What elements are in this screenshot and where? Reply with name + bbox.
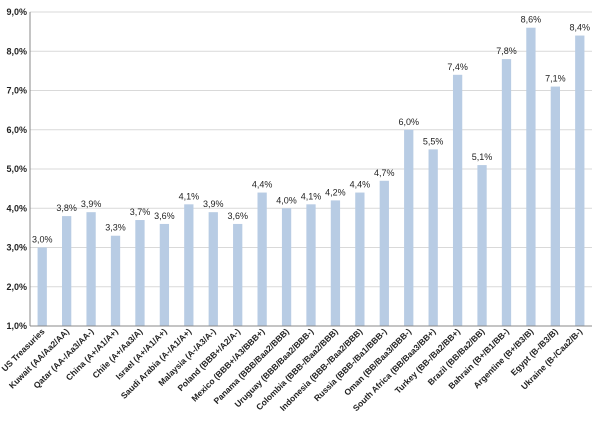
bar (37, 247, 47, 326)
data-label: 4,1% (301, 191, 322, 201)
bar (233, 223, 243, 326)
data-label: 4,4% (350, 180, 371, 190)
bar (477, 165, 487, 326)
data-label: 4,1% (179, 191, 200, 201)
bar (452, 74, 463, 326)
data-label: 3,9% (81, 199, 102, 209)
data-label: 4,7% (374, 168, 395, 178)
data-label: 7,8% (496, 46, 517, 56)
data-label: 7,4% (447, 62, 468, 72)
data-label: 3,6% (154, 211, 175, 221)
data-label: 3,3% (105, 223, 126, 233)
y-tick-label: 4,0% (6, 203, 27, 213)
bar (404, 129, 414, 326)
bar (110, 235, 121, 326)
bar (330, 200, 341, 326)
bar (159, 223, 170, 326)
bar (526, 27, 536, 326)
data-label: 4,4% (252, 180, 273, 190)
data-label: 3,9% (203, 199, 224, 209)
bar (550, 86, 560, 326)
data-label: 7,1% (545, 74, 566, 84)
bar (501, 59, 512, 326)
y-tick-label: 2,0% (6, 282, 27, 292)
bar (257, 192, 267, 326)
gridlines (30, 11, 592, 327)
data-label: 8,6% (521, 15, 542, 25)
y-tick-label: 9,0% (6, 7, 27, 17)
y-axis-tick-labels: 1,0% 2,0% 3,0% 4,0% 5,0% 6,0% 7,0% 8,0% 9,0% (6, 7, 27, 331)
data-label: 4,2% (325, 187, 346, 197)
data-label: 6,0% (398, 117, 419, 127)
axes (29, 12, 592, 327)
bar (575, 35, 585, 327)
y-tick-label: 6,0% (6, 125, 27, 135)
bar (86, 212, 96, 326)
bar (281, 208, 292, 326)
y-tick-label: 7,0% (6, 86, 27, 96)
bar (208, 212, 218, 326)
data-label: 3,6% (227, 211, 248, 221)
bar (428, 149, 438, 326)
bar (135, 220, 145, 326)
bar (62, 216, 72, 326)
data-label: 4,0% (276, 195, 297, 205)
y-tick-label: 3,0% (6, 243, 27, 253)
y-tick-label: 8,0% (6, 46, 27, 56)
bars (37, 27, 585, 327)
data-label: 5,5% (423, 136, 444, 146)
data-labels: 3,0%3,8% 3,9%3,3%3,7% 3,6%4,1%3,9%3,6%4,4%… (32, 15, 590, 245)
y-tick-label: 5,0% (6, 164, 27, 174)
bar (184, 204, 194, 326)
bar (355, 192, 365, 326)
data-label: 3,8% (56, 203, 77, 213)
bar (379, 180, 389, 326)
data-label: 3,7% (130, 207, 151, 217)
data-label: 8,4% (570, 23, 591, 33)
data-label: 3,0% (32, 235, 53, 245)
y-tick-label: 1,0% (6, 321, 27, 331)
data-label: 5,1% (472, 152, 493, 162)
bar (306, 204, 316, 326)
